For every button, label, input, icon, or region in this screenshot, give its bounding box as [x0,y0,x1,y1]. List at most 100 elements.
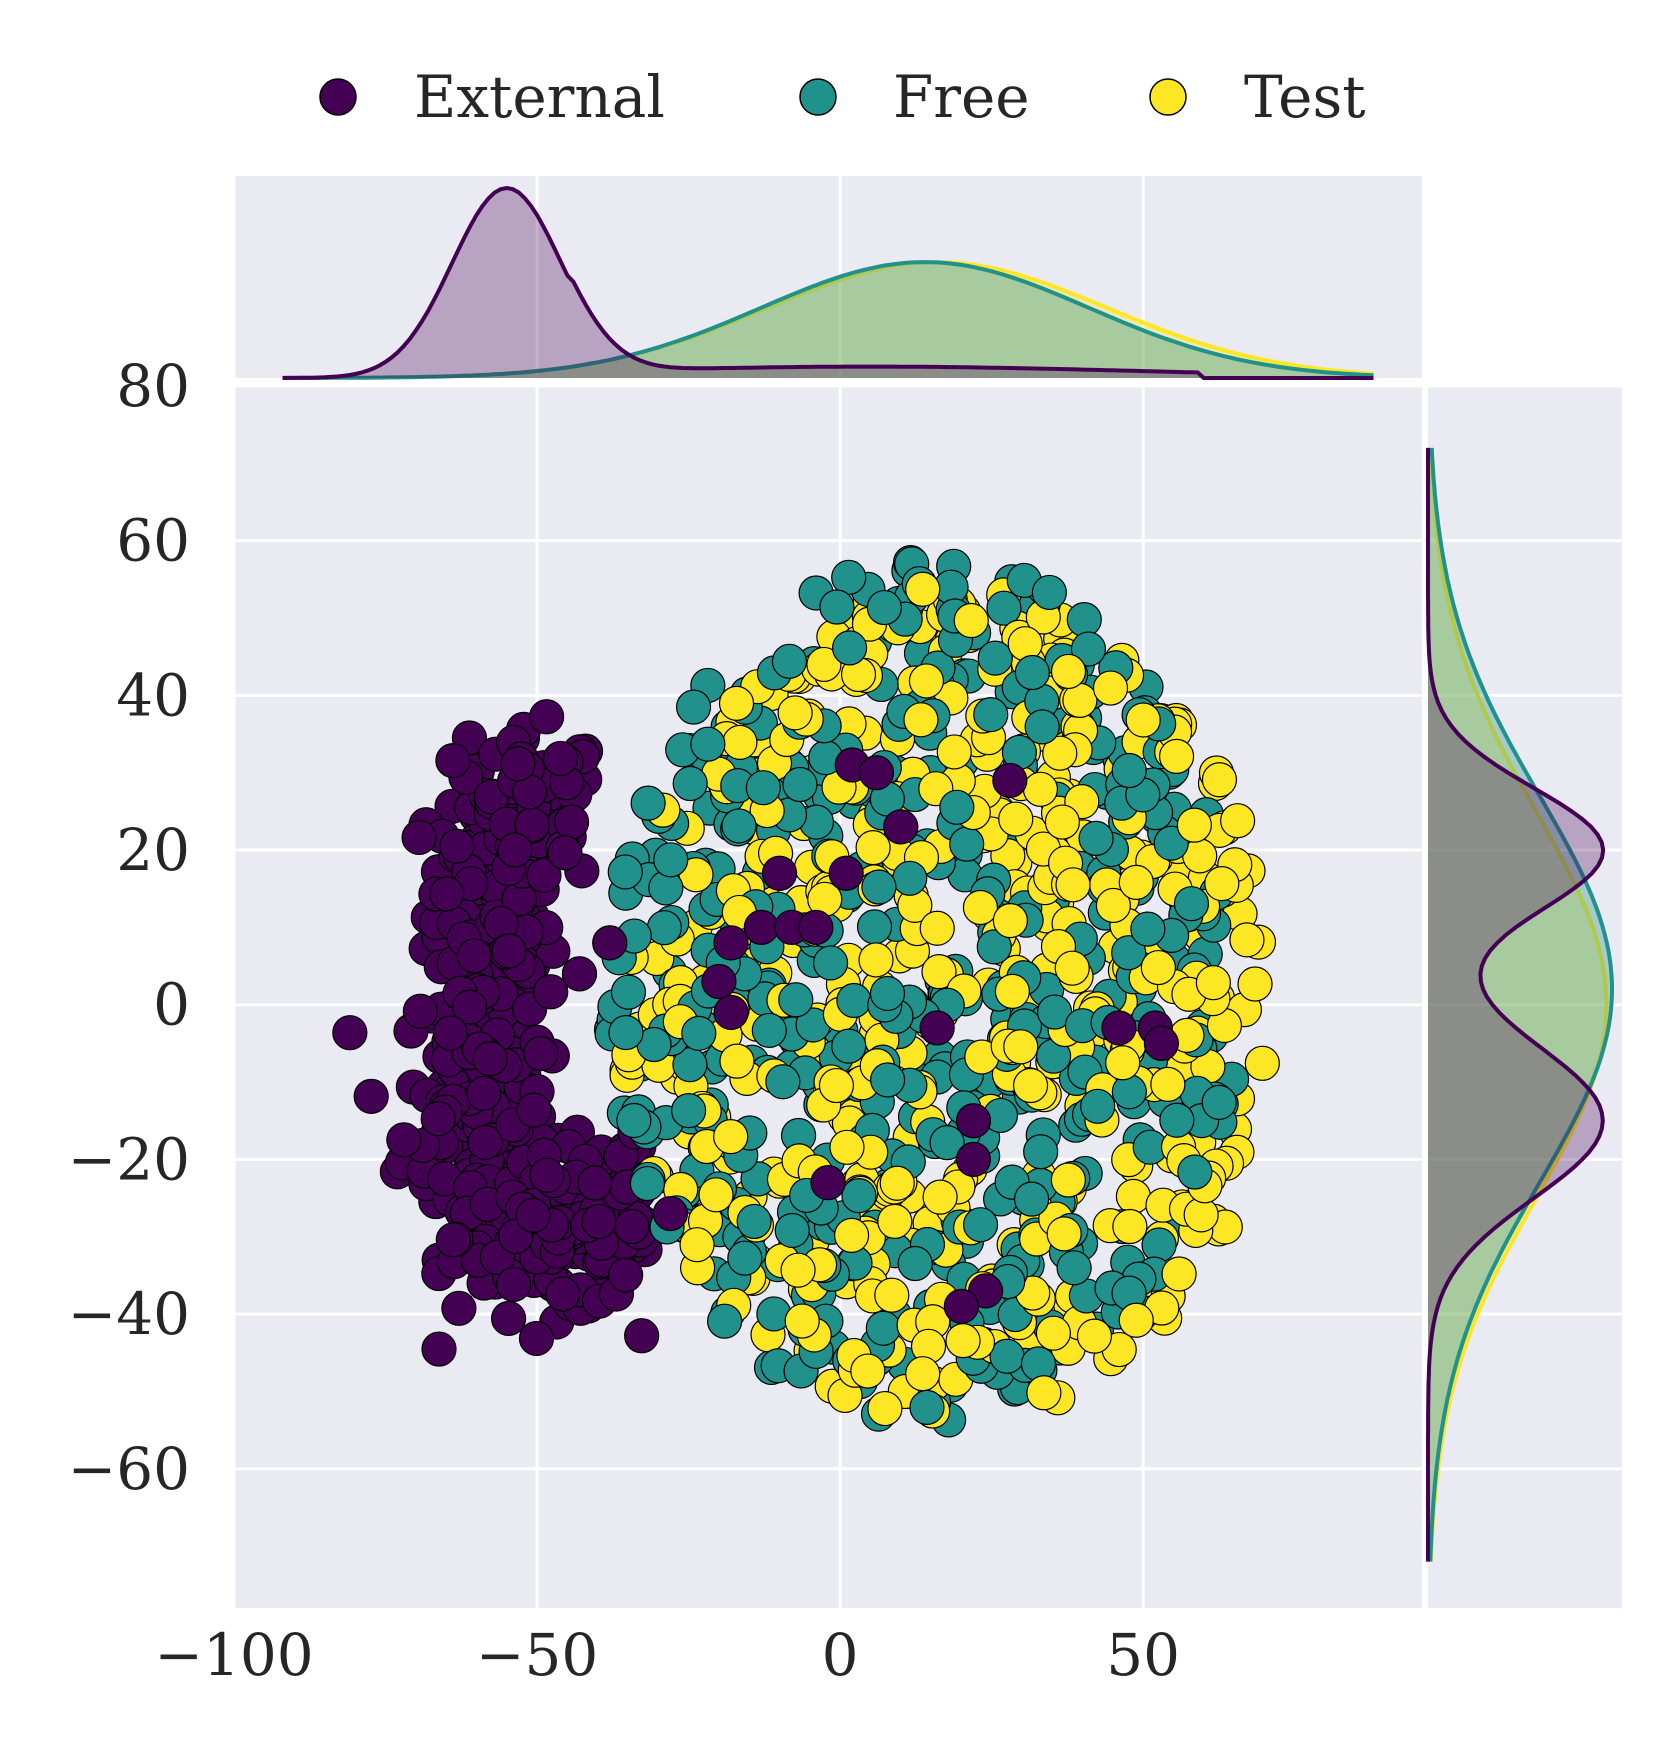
test-point [806,646,842,683]
test-point [1195,965,1231,1001]
test-point [1050,653,1087,690]
external-point [439,828,475,864]
free-point [861,869,897,905]
external-point [743,909,779,945]
free-point [989,1338,1025,1374]
external-point [332,1015,368,1051]
free-point [836,982,872,1019]
test-point [1220,803,1256,839]
external-point [533,974,569,1010]
right-marginal-grid [1428,384,1622,1471]
test-point [780,1252,816,1288]
test-point [829,1129,865,1165]
test-point [1026,1375,1062,1411]
test-point [1022,771,1059,807]
top-kde-fill-test [282,262,1374,378]
test-point [1150,1066,1186,1102]
external-point [883,809,919,845]
test-point [1105,1045,1141,1081]
external-point [858,755,895,791]
free-point [1201,1084,1237,1120]
free-point [1014,1181,1050,1217]
top-marginal-kde [282,185,1374,380]
top-kde-line-free [282,260,1374,380]
external-point [1101,1010,1137,1046]
test-point [903,702,939,738]
free-point [751,1012,787,1048]
test-point [1204,865,1240,902]
free-point [671,1093,707,1129]
external-point [592,925,628,961]
test-point [1158,738,1195,774]
free-point [892,860,928,896]
y-tick-label-2: −20 [68,1125,190,1193]
legend-label-free: Free [893,63,1030,131]
external-point [547,835,583,871]
free-point [909,1389,945,1426]
test-point [994,973,1030,1009]
external-point [919,1010,955,1046]
free-point [610,974,647,1010]
free-point [1111,1074,1147,1110]
free-point [727,1240,763,1276]
free-point [681,1015,717,1051]
test-point [718,685,755,721]
external-point [456,938,492,974]
free-point [672,765,708,802]
free-point [774,1212,810,1249]
y-tick-label-6: 60 [116,507,190,575]
free-point [865,1310,901,1346]
test-point [1201,762,1238,798]
test-point [1046,1216,1082,1252]
free-point [607,854,643,890]
test-point [921,954,957,990]
free-point [1111,935,1147,971]
external-point [761,855,798,891]
external-point [545,1276,581,1312]
free-point [1066,602,1102,638]
test-point [1050,1162,1086,1198]
right-marginal-kde [1426,447,1615,1562]
test-point [818,1067,855,1104]
free-point [973,697,1009,733]
external-point [421,1331,457,1367]
external-point [497,832,533,868]
test-point [855,830,891,866]
test-point [777,695,813,731]
test-point [1035,1315,1071,1351]
external-point [624,1318,660,1354]
test-point [953,602,989,639]
external-point [353,1078,389,1114]
external-point [577,1165,613,1201]
test-point [1095,887,1131,924]
scatter-points [332,545,1280,1438]
external-point [435,1222,471,1258]
legend-marker-free [799,78,837,116]
external-point [614,1208,650,1245]
free-point [1023,1134,1059,1170]
external-point [491,933,527,969]
test-point [1140,949,1176,986]
free-point [1031,574,1067,611]
free-point [812,945,849,981]
test-point [877,1203,913,1239]
test-point [850,1353,886,1389]
external-point [435,743,471,779]
free-point [841,1178,877,1214]
free-point [1111,752,1147,789]
free-point [1020,1346,1057,1382]
free-point [962,1207,999,1243]
test-point [1118,864,1154,900]
free-point [630,785,666,821]
free-point [977,640,1013,676]
test-point [922,1179,958,1215]
free-point [765,1064,801,1100]
test-point [679,1227,715,1263]
x-axis-tick-labels: −100 −50 0 50 [154,1621,1180,1689]
test-point [1112,1208,1148,1245]
y-tick-label-4: 20 [116,816,190,884]
free-point [771,643,808,679]
test-point [879,1165,915,1201]
